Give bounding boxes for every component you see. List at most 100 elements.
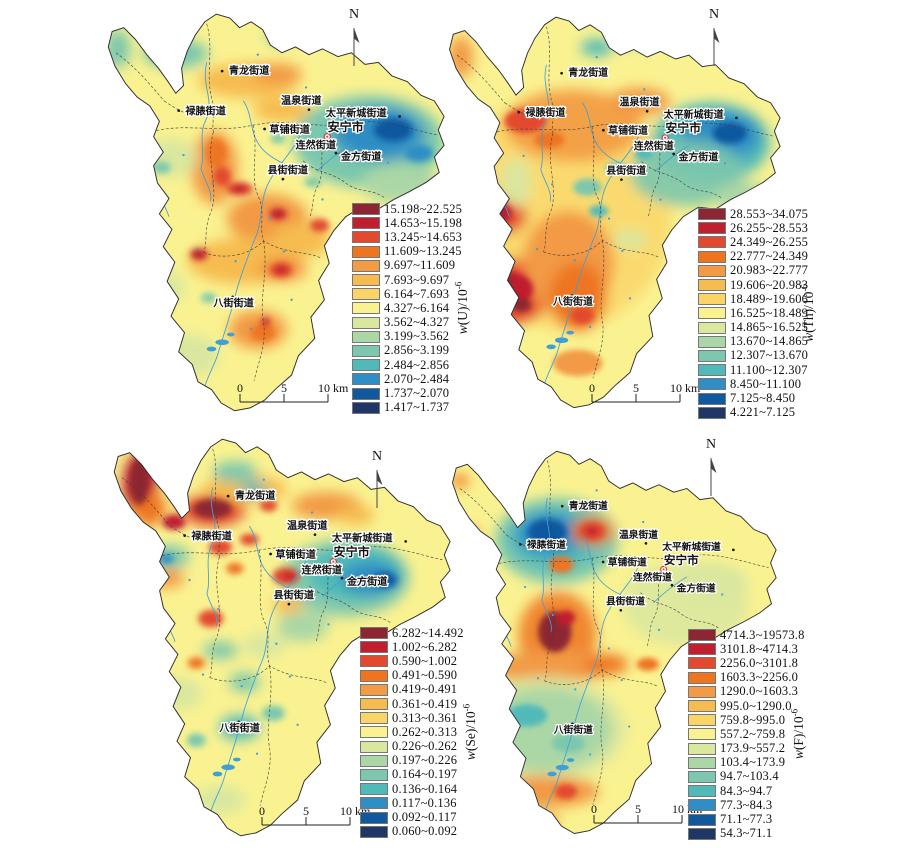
street-dot	[344, 577, 348, 581]
legend-row: 2.070~2.484	[352, 372, 462, 386]
concentration-blob	[486, 651, 614, 683]
legend-row: 3.562~4.327	[352, 315, 462, 330]
legend-range-label: 84.3~94.7	[720, 783, 773, 798]
concentration-blob	[309, 218, 330, 233]
subdistrict-boundaries	[115, 23, 437, 381]
concentration-blob	[636, 657, 659, 671]
legend-range-label: 173.9~557.2	[720, 741, 786, 756]
legend-range-label: 4714.3~19573.8	[720, 627, 805, 642]
legend-range-label: 16.525~18.489	[730, 305, 809, 320]
concentration-blob	[157, 334, 220, 377]
legend-swatch	[360, 797, 388, 810]
legend-range-label: 3.199~3.562	[384, 329, 450, 344]
concentration-blob	[504, 108, 547, 134]
legend-row: 84.3~94.7	[688, 784, 805, 798]
legend-row: 0.419~0.491	[360, 682, 464, 697]
street-label: 县街街道	[606, 595, 645, 608]
legend-range-label: 1.737~2.070	[384, 386, 450, 401]
street-label: 安宁市	[328, 119, 364, 134]
legend-row: 28.553~34.075	[698, 207, 808, 221]
concentration-blob	[276, 610, 329, 642]
legend-swatch	[688, 657, 716, 670]
map-host-Th: 青龙街道 禄脿街道 温泉街道 草铺街道 太平新城街道 安宁市 连然街道 金方街道 县街街道 八街街…	[402, 2, 782, 420]
lakes	[147, 53, 390, 352]
legend-row: 759.8~995.0	[688, 713, 805, 727]
concentration-blob	[553, 349, 603, 377]
rivers	[146, 62, 352, 391]
legend-range-label: 4.327~6.164	[384, 300, 450, 315]
street-dot	[269, 552, 272, 556]
legend-row: 77.3~84.3	[688, 798, 805, 812]
legend-range-label: 18.489~19.606	[730, 291, 809, 306]
legend-row: 557.2~759.8	[688, 727, 805, 741]
legend-row: 94.7~103.4	[688, 769, 805, 784]
legend-row: 12.307~13.670	[698, 348, 809, 363]
concentration-blob	[549, 556, 574, 574]
legend-row: 0.361~0.419	[360, 697, 464, 711]
legend-swatch	[360, 683, 388, 696]
legend-range-label: 13.245~14.653	[384, 229, 463, 244]
legend-swatch	[698, 264, 726, 277]
legend-row: 0.226~0.262	[360, 739, 464, 754]
legend-swatch	[352, 259, 380, 272]
street-label: 草铺街道	[269, 123, 310, 136]
street-label: 安宁市	[665, 121, 701, 135]
street-label: 金方街道	[340, 150, 382, 163]
street-label: 太平新城街道	[663, 108, 724, 121]
legend-row: 54.3~71.1	[688, 826, 805, 841]
legend-range-label: 77.3~84.3	[720, 797, 773, 812]
legend-swatch	[360, 698, 388, 711]
legend-swatch	[688, 671, 716, 684]
panel-se: 青龙街道 禄脿街道 温泉街道 草铺街道 太平新城街道 安宁市 连然街道 金方街道 县街街道 八街街…	[0, 424, 478, 848]
legend-swatch	[352, 231, 380, 244]
north-arrow-icon	[376, 470, 383, 508]
concentration-blob	[589, 205, 609, 217]
street-dot	[307, 108, 311, 112]
legend-row: 20.983~22.777	[698, 263, 808, 278]
unit-base: (Th)/10	[800, 291, 816, 333]
street-label: 安宁市	[664, 553, 699, 567]
legend-range-label: 7.693~9.697	[384, 272, 450, 287]
legend-swatch	[688, 728, 716, 741]
legend-row: 7.693~9.697	[352, 273, 462, 287]
legend-U: 15.198~22.525 14.653~15.198 13.245~14.653 1…	[352, 202, 462, 415]
legend-row: 26.255~28.553	[698, 221, 808, 235]
unit-base: (F)/10	[790, 716, 806, 751]
city-marker-icon	[660, 565, 668, 573]
concentration-blob	[336, 505, 375, 526]
north-arrow-icon	[710, 458, 717, 496]
concentration-blob	[275, 266, 287, 274]
axis-unit-label-Th: w(Th)/10-6	[799, 284, 817, 342]
legend-swatch	[352, 302, 380, 315]
street-dot	[676, 153, 679, 157]
concentration-blob	[270, 133, 286, 144]
concentration-blob	[153, 43, 183, 59]
legend-range-label: 6.164~7.693	[384, 286, 450, 301]
legend-range-label: 12.307~13.670	[730, 348, 809, 363]
legend-range-label: 22.777~24.349	[730, 249, 809, 264]
concentration-blob	[147, 758, 169, 774]
legend-row: 173.9~557.2	[688, 741, 805, 756]
street-dot	[398, 115, 402, 118]
legend-swatch	[698, 222, 726, 235]
street-label: 连然街道	[633, 571, 672, 584]
legend-row: 6.164~7.693	[352, 287, 462, 301]
street-dot	[226, 494, 230, 498]
legend-range-label: 2.484~2.856	[384, 357, 450, 372]
street-dot	[645, 109, 649, 113]
street-label: 青龙街道	[568, 66, 608, 79]
concentration-blob	[108, 122, 128, 184]
concentration-blob	[193, 498, 232, 519]
scale-tick-label: 0	[259, 804, 265, 818]
concentration-blob	[585, 527, 599, 535]
concentration-blob	[205, 138, 227, 168]
subdistrict-boundaries	[459, 460, 769, 805]
legend-swatch	[352, 387, 380, 400]
concentration-blob	[630, 139, 744, 207]
concentration-blob	[404, 144, 434, 162]
legend-row: 13.245~14.653	[352, 230, 462, 244]
street-label: 草铺街道	[608, 124, 648, 137]
street-label: 八街街道	[553, 723, 593, 736]
